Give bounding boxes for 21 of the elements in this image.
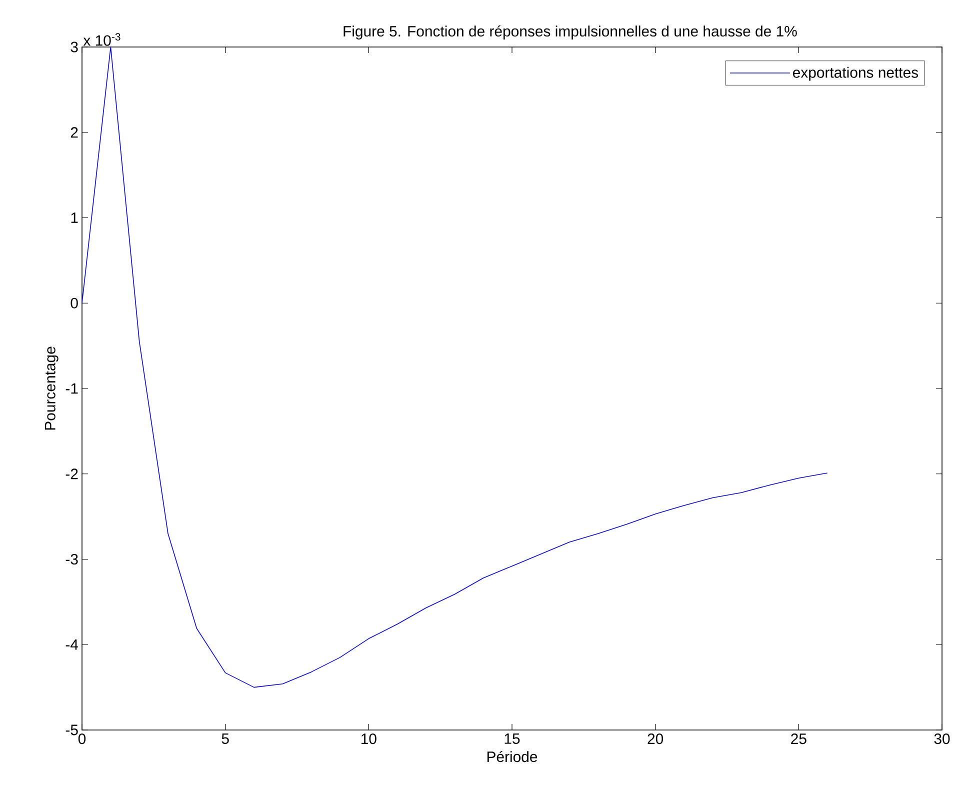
y-tick-label: -5 [66, 724, 78, 736]
y-axis-title: Pourcentage [44, 346, 58, 430]
x-tick-label: 10 [362, 734, 376, 744]
y-tick-label: -3 [66, 554, 78, 565]
y-tick-label: 3 [70, 42, 78, 52]
y-tick-label: -4 [66, 639, 78, 650]
y-tick-label: 1 [71, 212, 78, 223]
x-tick-label: 25 [791, 734, 806, 744]
y-tick-label: 2 [70, 127, 78, 138]
chart-title: Figure 5. Fonction de réponses impulsionnelles d une hausse de 1% [344, 25, 797, 40]
x-axis-title: Période [487, 750, 538, 762]
y-tick-label: -1 [66, 383, 78, 394]
y-tick-label: -2 [66, 468, 78, 480]
text: x 10$^{-3}$ [83, 33, 120, 46]
legend-label: exportations nettes [792, 66, 918, 81]
x-tick-label: 15 [504, 734, 520, 744]
x-tick-label: 0 [78, 734, 86, 744]
x-tick-label: 5 [222, 734, 229, 744]
x-tick-label: 20 [648, 734, 664, 744]
y-tick-label: 0 [70, 298, 78, 308]
x-tick-label: 30 [934, 734, 950, 744]
